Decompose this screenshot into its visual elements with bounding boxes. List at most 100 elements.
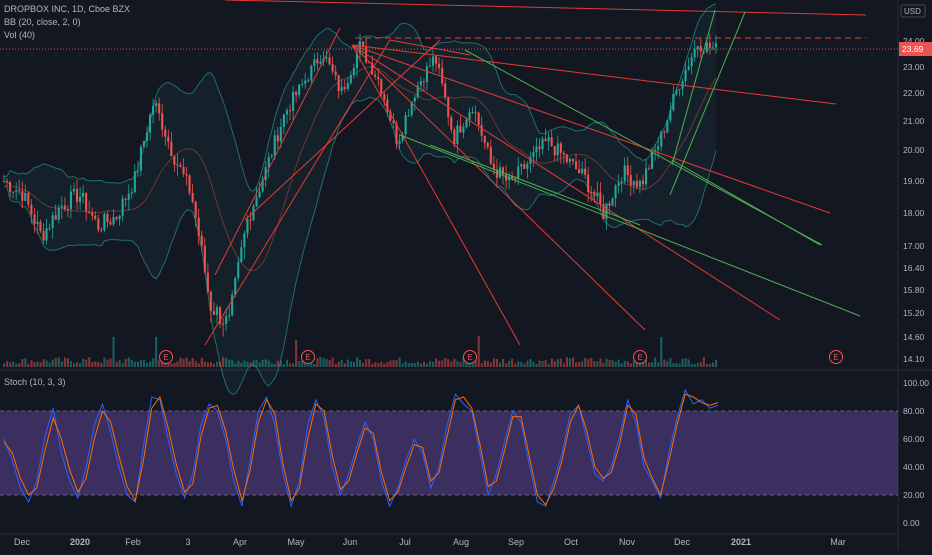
volume-bar — [200, 357, 203, 367]
volume-bar — [380, 361, 383, 367]
volume-bar — [57, 357, 60, 367]
candle-body — [568, 158, 571, 162]
volume-bar — [632, 360, 635, 367]
candle-body — [63, 205, 66, 210]
volume-bar — [404, 361, 407, 367]
candle-body — [12, 191, 15, 193]
candle-body — [389, 111, 392, 121]
candle-body — [632, 181, 635, 186]
volume-bar — [185, 357, 188, 367]
candle-body — [164, 129, 167, 137]
time-tick-label: Dec — [674, 537, 691, 547]
volume-indicator-label: Vol (40) — [4, 30, 36, 40]
volume-bar — [432, 361, 435, 367]
volume-bar — [106, 359, 109, 367]
volume-bar — [252, 360, 255, 367]
volume-bar — [325, 358, 328, 367]
candle-body — [477, 112, 480, 125]
price-tick-label: 14.60 — [903, 332, 925, 342]
volume-bar — [584, 357, 587, 367]
volume-bar — [374, 362, 377, 367]
candle-body — [581, 168, 584, 174]
stoch-tick-label: 100.00 — [903, 378, 929, 388]
candle-body — [243, 233, 246, 248]
candle-body — [261, 180, 264, 192]
candle-body — [523, 164, 526, 169]
last-price-label: 23.69 — [902, 44, 924, 54]
volume-bar — [581, 361, 584, 367]
candle-body — [584, 168, 587, 175]
volume-bar — [684, 357, 687, 367]
candle-body — [413, 97, 416, 102]
candle-body — [203, 245, 206, 273]
candle-body — [541, 138, 544, 150]
volume-bar — [620, 363, 623, 367]
volume-bar — [602, 362, 605, 367]
volume-bar — [173, 363, 176, 367]
stoch-tick-label: 60.00 — [903, 434, 925, 444]
candle-body — [273, 135, 276, 156]
candle-body — [39, 221, 42, 231]
candle-body — [693, 49, 696, 58]
candle-body — [136, 170, 139, 172]
volume-bar — [645, 359, 648, 367]
volume-bar — [24, 358, 27, 367]
candle-body — [33, 214, 36, 224]
candle-body — [91, 212, 94, 216]
volume-bar — [587, 359, 590, 367]
candle-body — [54, 215, 57, 220]
candle-body — [310, 65, 313, 81]
candle-body — [337, 75, 340, 92]
stoch-series-line — [3, 393, 719, 506]
volume-bar — [152, 358, 155, 367]
candle-body — [340, 87, 343, 92]
candle-body — [24, 192, 27, 201]
volume-bar — [407, 363, 410, 367]
volume-bar — [45, 360, 48, 367]
volume-bar — [143, 360, 146, 367]
candle-body — [441, 67, 444, 84]
candle-body — [383, 94, 386, 100]
volume-bar — [474, 360, 477, 367]
volume-bar — [489, 362, 492, 367]
volume-bar — [289, 363, 292, 367]
volume-bar — [565, 357, 568, 367]
price-tick-label: 20.00 — [903, 145, 925, 155]
candle-body — [289, 110, 292, 112]
candle-body — [705, 42, 708, 52]
volume-bar — [121, 363, 124, 367]
candle-body — [620, 181, 623, 183]
candle-body — [590, 192, 593, 193]
volume-bar — [94, 361, 97, 367]
volume-bar — [36, 361, 39, 367]
volume-bar — [629, 363, 632, 367]
currency-box — [900, 4, 926, 18]
volume-bar — [663, 359, 666, 367]
earnings-marker — [463, 350, 477, 364]
candle-body — [249, 219, 252, 221]
volume-bar — [243, 360, 246, 367]
candle-body — [118, 215, 121, 219]
volume-bar — [212, 363, 215, 367]
volume-bar — [502, 358, 505, 367]
candle-body — [179, 164, 182, 167]
stoch-tick-label: 80.00 — [903, 406, 925, 416]
candle-body — [100, 229, 103, 231]
candle-body — [246, 219, 249, 234]
fan-line-red-3 — [351, 44, 781, 321]
volume-bar — [191, 358, 194, 367]
fan-line-red-2 — [351, 44, 831, 214]
candle-body — [285, 110, 288, 115]
candle-body — [295, 92, 298, 96]
time-tick-label: Jul — [399, 537, 411, 547]
candle-body — [176, 164, 179, 166]
candle-body — [45, 228, 48, 241]
volume-bar — [69, 361, 72, 367]
candle-body — [690, 57, 693, 67]
volume-bar — [149, 361, 152, 367]
candle-body — [483, 135, 486, 143]
price-tick-label: 14.10 — [903, 354, 925, 364]
earnings-marker-label: E — [467, 353, 472, 362]
